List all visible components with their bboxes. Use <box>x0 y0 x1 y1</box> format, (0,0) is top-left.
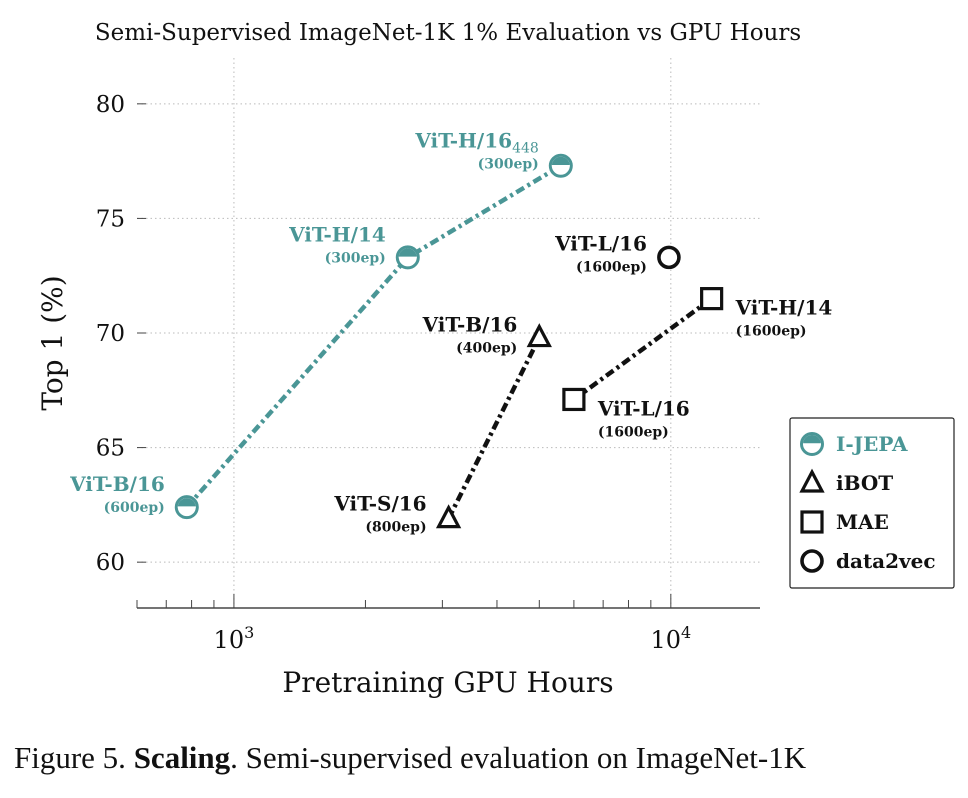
point-epochs-label: (600ep) <box>104 500 165 516</box>
legend: I-JEPA iBOT MAE data2vec <box>789 417 955 589</box>
data-point-mae <box>562 387 586 412</box>
point-label: ViT-L/16 <box>554 231 647 255</box>
marker-fill <box>551 156 570 166</box>
y-tick-label: 80 <box>96 92 125 118</box>
point-label: ViT-H/14 <box>288 222 386 246</box>
legend-label-i-jepa: I-JEPA <box>836 432 908 456</box>
point-label: ViT-H/14 <box>735 296 833 320</box>
axes: 60 65 70 75 80 103 104 <box>96 92 760 654</box>
point-epochs-label: (1600ep) <box>736 324 807 340</box>
point-epochs-label: (400ep) <box>456 341 517 357</box>
y-tick-label: 70 <box>96 321 125 347</box>
y-tick-label: 75 <box>96 206 125 232</box>
point-label: ViT-B/16 <box>422 313 518 337</box>
point-label: ViT-B/16 <box>69 472 165 496</box>
chart-title: Semi-Supervised ImageNet-1K 1% Evaluatio… <box>95 20 801 46</box>
legend-label-mae: MAE <box>836 510 889 534</box>
markers <box>174 153 724 529</box>
data-point-i-jepa <box>174 495 199 520</box>
point-labels: ViT-B/16(600ep)ViT-H/14(300ep)ViT-H/1644… <box>69 129 832 536</box>
x-tick-label: 104 <box>650 623 691 654</box>
y-tick-label: 65 <box>96 436 125 462</box>
point-epochs-label: (800ep) <box>365 520 426 536</box>
point-epochs-label: (300ep) <box>325 250 386 266</box>
data-point-ibot <box>526 323 552 348</box>
y-axis-label: Top 1 (%) <box>36 275 69 410</box>
data-point-data2vec <box>657 245 681 270</box>
marker-fill <box>803 435 821 444</box>
x-axis-label: Pretraining GPU Hours <box>282 666 613 699</box>
legend-box <box>789 417 955 589</box>
marker-fill <box>177 498 196 508</box>
point-label: ViT-S/16 <box>333 492 426 516</box>
caption-bold-title: Scaling <box>133 740 231 775</box>
series-line-ibot <box>446 336 542 520</box>
point-label: ViT-H/16448 <box>414 129 538 157</box>
caption-figure-label: Figure 5. <box>14 740 126 775</box>
legend-marker-mae <box>800 510 824 534</box>
legend-label-data2vec: data2vec <box>836 549 936 573</box>
caption-text: . Semi-supervised evaluation on ImageNet… <box>230 740 807 775</box>
legend-marker-ibot <box>799 468 825 493</box>
point-epochs-label: (300ep) <box>478 157 539 173</box>
data-point-ibot <box>435 504 462 529</box>
point-epochs-label: (1600ep) <box>576 259 647 275</box>
chart: 60 65 70 75 80 103 104 ViT-B/16 (600ep) ViT-H/14… <box>36 20 955 699</box>
marker-fill <box>398 248 417 258</box>
legend-marker-data2vec <box>800 549 824 573</box>
data-point-i-jepa <box>395 245 420 270</box>
data-point-mae <box>700 287 724 311</box>
data-point-i-jepa <box>548 153 573 178</box>
point-label: ViT-L/16 <box>597 396 690 420</box>
legend-label-ibot: iBOT <box>836 471 893 495</box>
series-line-mae <box>572 296 713 402</box>
figure-caption: Figure 5. Scaling. Semi-supervised evalu… <box>14 740 964 776</box>
y-tick-label: 60 <box>96 550 125 576</box>
point-epochs-label: (1600ep) <box>598 424 669 440</box>
x-tick-label: 103 <box>214 623 255 654</box>
legend-marker-i-jepa <box>800 432 824 456</box>
